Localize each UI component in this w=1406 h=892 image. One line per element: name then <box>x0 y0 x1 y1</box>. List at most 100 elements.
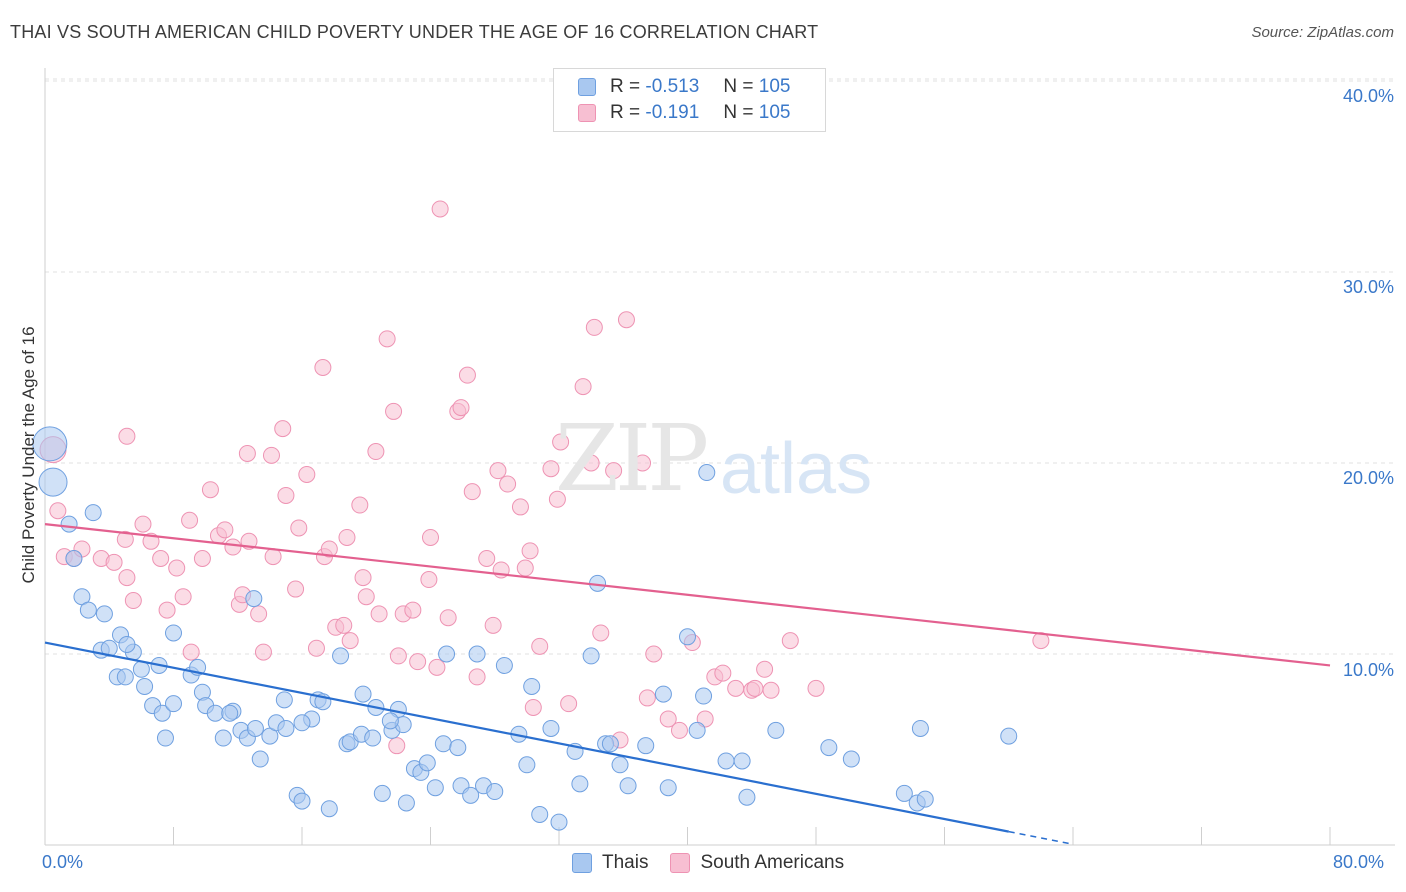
thais-point <box>679 628 696 646</box>
watermark-zip: ZIP <box>555 405 709 512</box>
legend-item-thais[interactable]: Thais <box>572 852 648 874</box>
south-americans-point <box>298 465 316 483</box>
thais-point <box>767 721 785 739</box>
south-americans-point <box>422 528 439 546</box>
south-americans-point <box>762 681 780 699</box>
south-americans-point <box>116 530 134 548</box>
thais-point <box>60 515 78 533</box>
thais-point <box>165 624 182 642</box>
y-axis-label-wrap: Child Poverty Under the Age of 16 <box>14 300 44 610</box>
south-americans-point <box>714 664 732 682</box>
watermark-atlas: atlas <box>720 429 873 509</box>
south-americans-point <box>338 528 356 546</box>
thais-point <box>550 813 568 831</box>
thais-point <box>654 685 672 703</box>
south-americans-point <box>264 548 282 566</box>
south-americans-point <box>531 637 549 655</box>
south-americans-point <box>524 698 542 716</box>
thais-point <box>84 504 102 522</box>
legend-label: Thais <box>602 852 649 873</box>
thais-point <box>116 668 134 686</box>
thais-trend-line <box>44 641 1009 833</box>
south-americans-point <box>807 679 825 697</box>
south-americans-point <box>224 538 242 556</box>
south-americans-point <box>592 624 610 642</box>
thais-swatch <box>572 853 592 873</box>
south-americans-point <box>290 519 308 537</box>
south-americans-swatch <box>578 104 596 122</box>
r-label: R = <box>610 102 641 123</box>
thais-point <box>156 729 174 747</box>
south-americans-point <box>152 550 170 567</box>
thais-point <box>486 783 504 801</box>
south-americans-point <box>118 427 136 445</box>
south-americans-point <box>756 660 774 678</box>
thais-point <box>688 721 706 739</box>
thais-point <box>582 647 600 665</box>
south-americans-point <box>105 553 123 571</box>
thais-point <box>293 792 311 810</box>
correlation-legend: R = -0.513 N = 105 R = -0.191 N = 105 <box>553 68 826 132</box>
south-americans-point <box>389 647 407 665</box>
thais-point <box>332 647 350 665</box>
south-americans-point <box>262 446 280 464</box>
chart-source: Source: ZipAtlas.com <box>1251 24 1394 41</box>
y-tick-label: 30.0% <box>1342 277 1394 297</box>
thais-point <box>717 752 735 770</box>
thais-point <box>418 754 436 772</box>
thais-point <box>895 784 913 802</box>
south-americans-point <box>511 498 529 516</box>
south-americans-point <box>134 515 152 533</box>
r-value: -0.513 <box>645 76 700 97</box>
chart-title: THAI VS SOUTH AMERICAN CHILD POVERTY UND… <box>10 22 819 42</box>
south-americans-point <box>484 616 502 634</box>
south-americans-point <box>307 639 325 657</box>
south-americans-point <box>542 460 560 478</box>
south-americans-point <box>670 721 688 739</box>
thais-point <box>251 750 269 768</box>
y-tick-label: 20.0% <box>1342 468 1394 488</box>
thais-point <box>397 794 415 812</box>
south-americans-point <box>552 433 570 451</box>
south-americans-point <box>124 592 142 610</box>
r-label: R = <box>610 76 641 97</box>
south-americans-point <box>468 668 486 686</box>
thais-point <box>165 695 182 713</box>
legend-label: South Americans <box>700 852 845 873</box>
n-value: 105 <box>758 102 791 123</box>
south-americans-point <box>585 318 603 336</box>
south-americans-point <box>645 645 663 663</box>
y-tick-label: 40.0% <box>1342 86 1394 106</box>
thais-point <box>523 677 541 695</box>
south-americans-point <box>378 330 396 348</box>
south-americans-point <box>404 601 422 619</box>
south-americans-point <box>274 420 292 438</box>
thais-point <box>100 639 118 657</box>
thais-point <box>245 590 263 608</box>
south-americans-point <box>254 643 272 661</box>
x-tick-label: 80.0% <box>1333 852 1385 872</box>
south-americans-point <box>388 737 406 755</box>
thais-point <box>95 605 113 623</box>
legend-item-south-americans[interactable]: South Americans <box>670 852 844 874</box>
thais-point <box>611 756 629 774</box>
thais-point <box>468 645 486 663</box>
thais-swatch <box>578 78 596 96</box>
thais-point <box>214 729 232 747</box>
south-americans-trend-line <box>44 523 1331 667</box>
y-axis-label: Child Poverty Under the Age of 16 <box>19 326 38 584</box>
south-americans-point <box>216 521 234 539</box>
south-americans-point <box>314 359 332 376</box>
south-americans-point <box>118 569 136 587</box>
south-americans-point <box>341 632 359 650</box>
south-americans-point <box>548 490 566 508</box>
thais-point <box>449 739 467 757</box>
south-americans-point <box>521 542 539 560</box>
r-value: -0.191 <box>645 102 700 123</box>
south-americans-point <box>499 475 517 493</box>
thais-point <box>820 739 838 757</box>
n-label: N = <box>723 76 754 97</box>
thais-point <box>659 779 677 797</box>
south-americans-point <box>428 658 446 676</box>
thais-point <box>275 691 293 709</box>
